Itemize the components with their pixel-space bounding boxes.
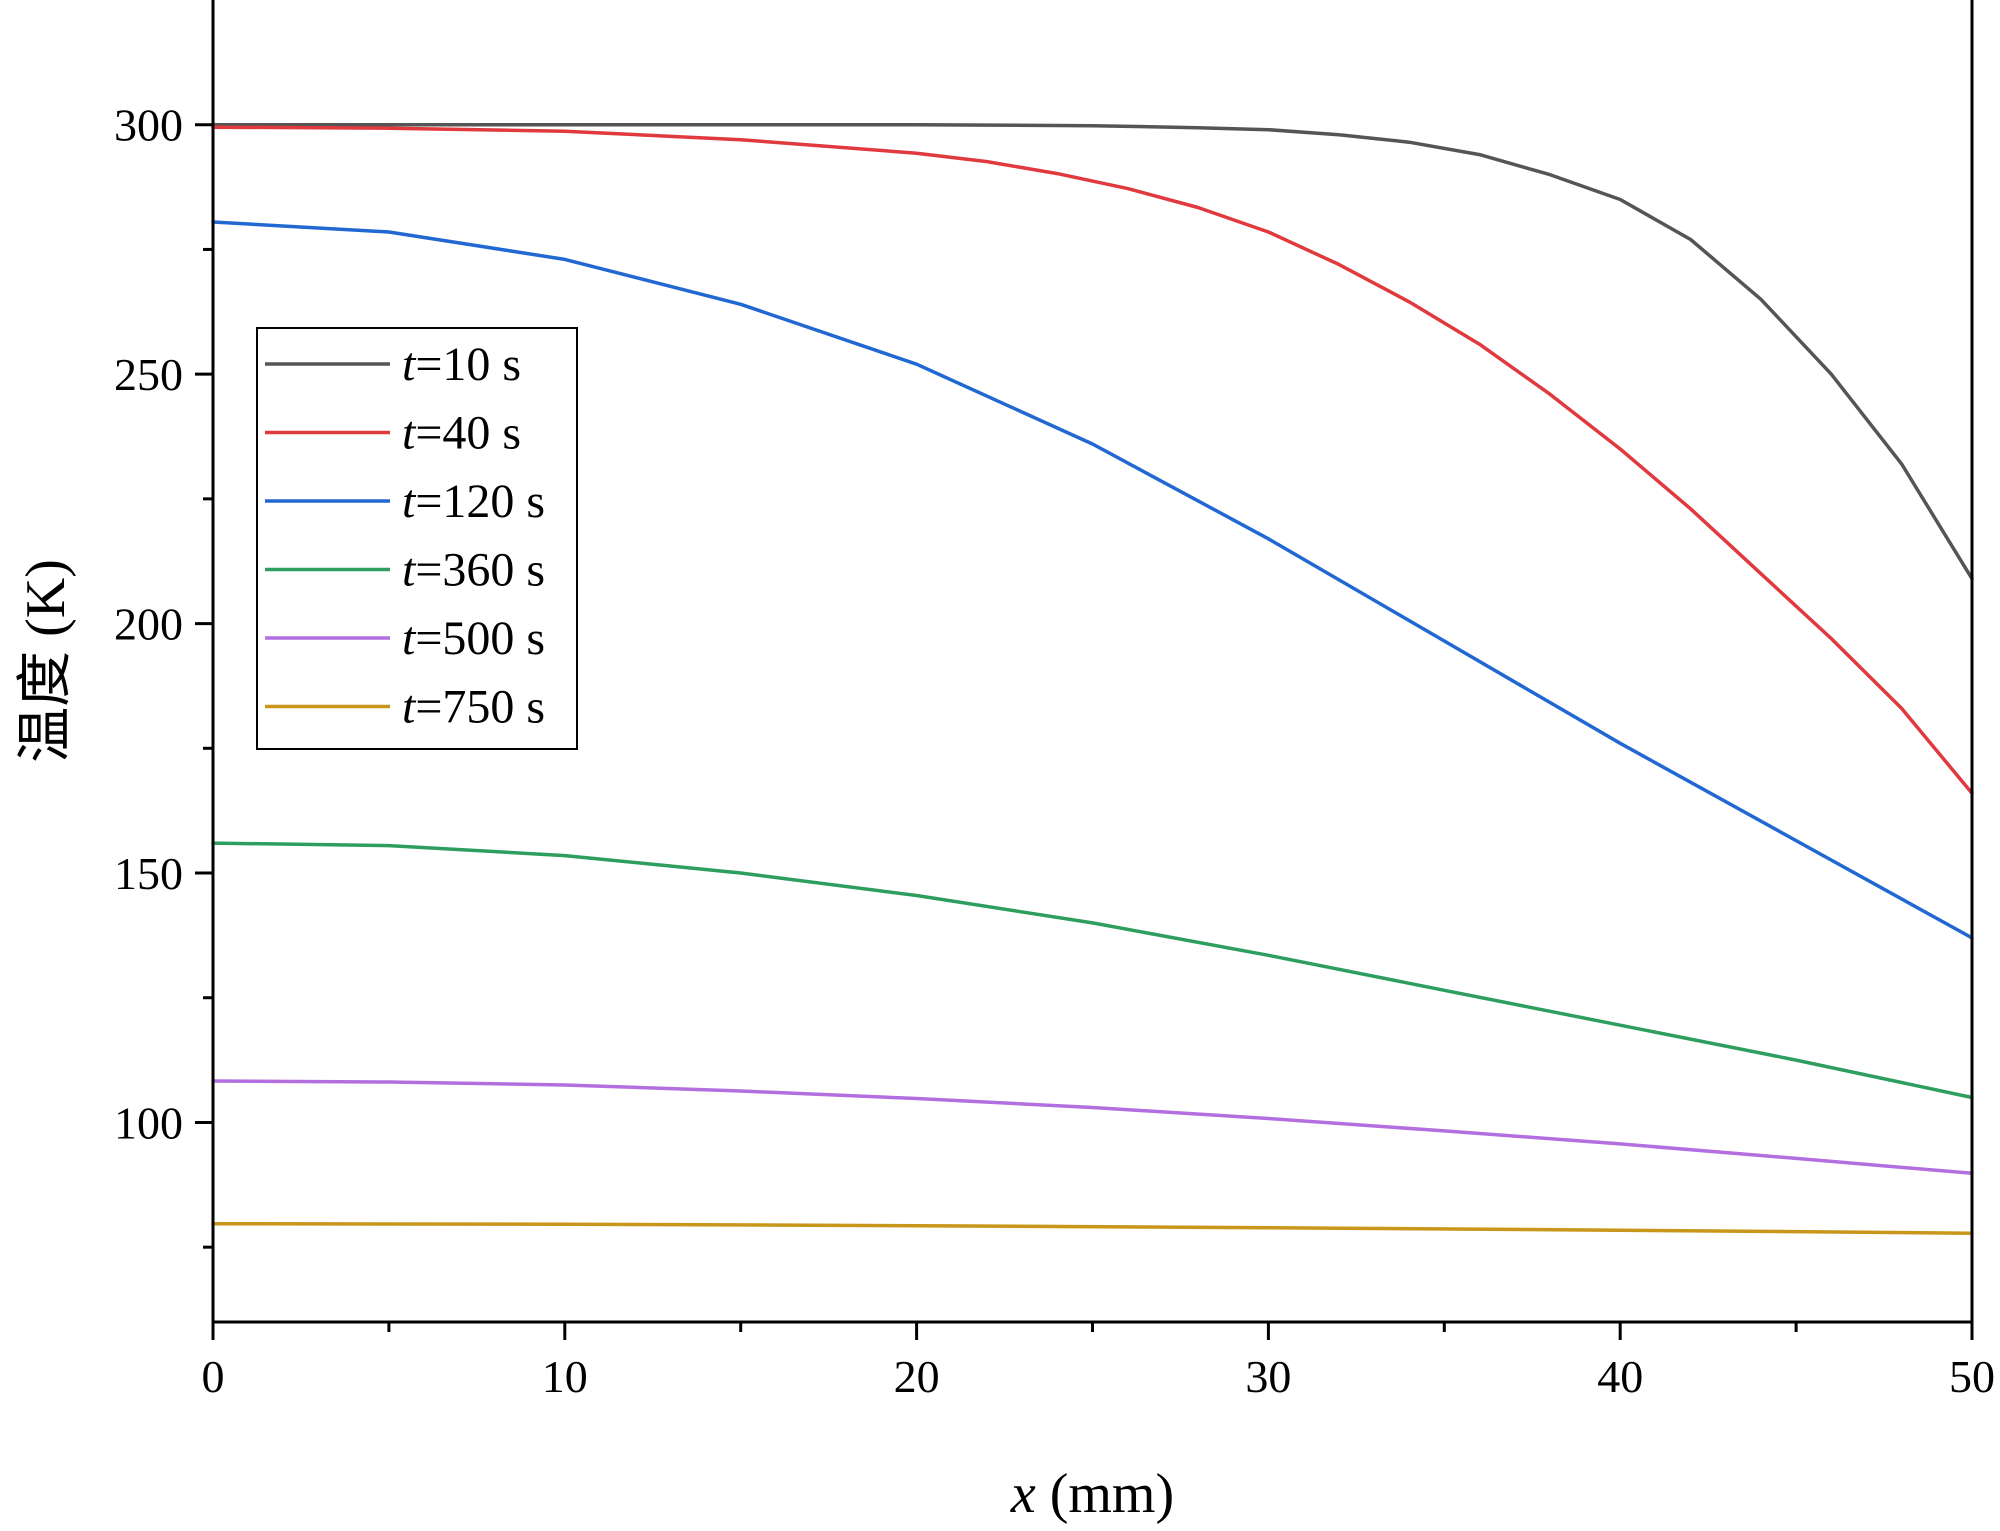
legend-variable: t bbox=[402, 544, 417, 597]
x-tick-label-40: 40 bbox=[1597, 1351, 1643, 1402]
legend-variable: t bbox=[402, 407, 417, 460]
x-tick-label-50: 50 bbox=[1949, 1351, 1995, 1402]
legend-value: =500 s bbox=[415, 612, 545, 665]
series-line-3 bbox=[211, 220, 1974, 940]
axis-layer: 0 10 20 30 40 50 100 150 200 250 300 bbox=[114, 100, 1995, 1402]
x-tick-label-30: 30 bbox=[1245, 1351, 1291, 1402]
series-line-4 bbox=[211, 841, 1974, 1100]
legend-variable: t bbox=[402, 338, 417, 391]
legend-label-3: t=120 s bbox=[402, 475, 545, 528]
series-line-1 bbox=[211, 122, 1974, 581]
legend-label-6: t=750 s bbox=[402, 681, 545, 734]
series-line-6 bbox=[211, 1221, 1974, 1235]
x-axis-variable: x bbox=[1010, 1463, 1036, 1525]
legend-value: =40 s bbox=[415, 407, 521, 460]
legend-label-5: t=500 s bbox=[402, 612, 545, 665]
legend-variable: t bbox=[402, 612, 417, 665]
x-tick-label-10: 10 bbox=[542, 1351, 588, 1402]
legend-value: =360 s bbox=[415, 544, 545, 597]
legend-label-2: t=40 s bbox=[402, 407, 521, 460]
series-line-2 bbox=[211, 125, 1974, 795]
legend-value: =120 s bbox=[415, 475, 545, 528]
series-line-5 bbox=[211, 1079, 1974, 1176]
legend-value: =10 s bbox=[415, 338, 521, 391]
legend-value: =750 s bbox=[415, 681, 545, 734]
x-tick-label-20: 20 bbox=[894, 1351, 940, 1402]
series-layer bbox=[211, 122, 1974, 1235]
legend-variable: t bbox=[402, 475, 417, 528]
y-tick-label-300: 300 bbox=[114, 100, 183, 151]
y-tick-label-100: 100 bbox=[114, 1097, 183, 1148]
legend-label-1: t=10 s bbox=[402, 338, 521, 391]
legend-variable: t bbox=[402, 681, 417, 734]
legend: t=10 st=40 st=120 st=360 st=500 st=750 s bbox=[256, 327, 578, 750]
y-axis-title: 温度 (K) bbox=[15, 559, 77, 763]
y-tick-label-150: 150 bbox=[114, 848, 183, 899]
x-axis-title: x (mm) bbox=[1010, 1463, 1174, 1525]
y-tick-label-200: 200 bbox=[114, 599, 183, 650]
x-axis-unit: (mm) bbox=[1036, 1463, 1174, 1525]
legend-label-4: t=360 s bbox=[402, 544, 545, 597]
x-tick-label-0: 0 bbox=[202, 1351, 225, 1402]
legend-box bbox=[256, 327, 578, 750]
y-tick-label-250: 250 bbox=[114, 349, 183, 400]
